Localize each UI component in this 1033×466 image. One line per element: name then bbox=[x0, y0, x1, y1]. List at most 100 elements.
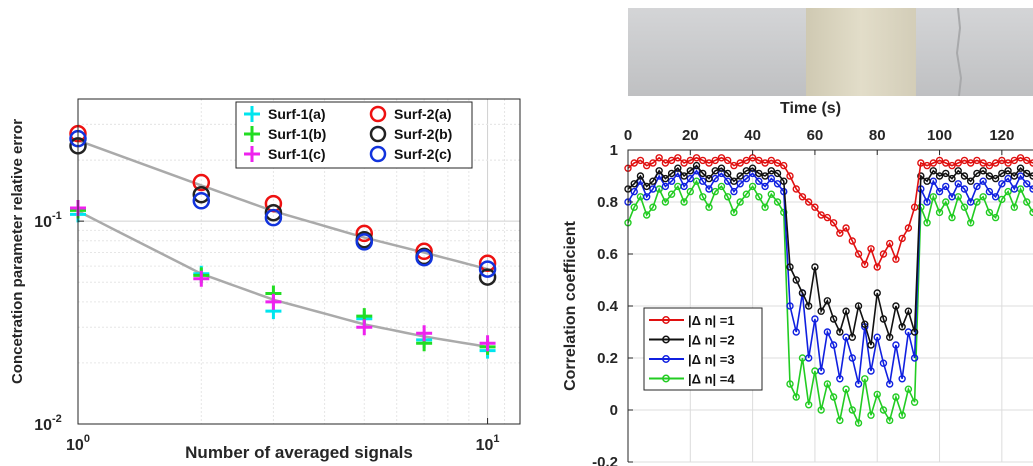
data-point bbox=[686, 167, 695, 175]
data-point bbox=[755, 169, 763, 178]
data-point bbox=[848, 406, 857, 414]
data-point bbox=[699, 156, 707, 165]
legend-marker bbox=[244, 146, 260, 162]
data-point bbox=[898, 323, 906, 331]
data-point bbox=[923, 161, 931, 170]
data-point bbox=[674, 154, 682, 162]
data-point bbox=[910, 354, 919, 362]
data-point bbox=[879, 250, 888, 258]
data-point bbox=[948, 161, 956, 170]
legend-label: Surf-1(a) bbox=[268, 106, 326, 122]
x-tick-label: 101 bbox=[476, 433, 500, 454]
data-point bbox=[636, 172, 645, 180]
data-point bbox=[923, 198, 931, 206]
y-tick-label: 10-2 bbox=[34, 413, 62, 434]
axis-ticks: 0 20 40 60 80 100 120 -0.2 0 0.2 0.4 0.6 0.8 1 bbox=[592, 127, 1014, 466]
data-point bbox=[680, 159, 688, 167]
data-point bbox=[811, 315, 819, 323]
data-point bbox=[642, 182, 651, 191]
data-point bbox=[761, 203, 769, 211]
data-point bbox=[861, 320, 869, 328]
data-point bbox=[804, 302, 813, 310]
legend-label: |Δ n| =2 bbox=[688, 333, 735, 348]
data-point bbox=[917, 172, 925, 180]
photo-sample-region bbox=[806, 8, 916, 96]
data-point bbox=[836, 375, 844, 383]
point-Surf-1(c) bbox=[193, 270, 210, 287]
data-point bbox=[649, 159, 657, 167]
legend-marker bbox=[369, 145, 387, 163]
data-point bbox=[904, 224, 913, 232]
data-point bbox=[755, 177, 763, 185]
data-point bbox=[904, 307, 913, 315]
data-point bbox=[1004, 167, 1012, 175]
point-Surf-1(c) bbox=[265, 293, 282, 310]
data-point bbox=[705, 174, 713, 183]
legend-marker bbox=[244, 106, 260, 122]
data-point bbox=[642, 161, 651, 170]
data-point bbox=[817, 367, 825, 375]
data-point bbox=[879, 359, 888, 367]
data-point bbox=[885, 333, 894, 341]
data-point bbox=[836, 328, 844, 336]
point-Surf-2(b) bbox=[192, 185, 211, 204]
data-point bbox=[642, 193, 651, 201]
data-point bbox=[985, 208, 994, 217]
data-point bbox=[699, 193, 707, 201]
data-point bbox=[892, 302, 900, 310]
data-point bbox=[979, 159, 987, 167]
data-point bbox=[861, 260, 869, 269]
y-tick-label: -0.2 bbox=[592, 454, 618, 466]
data-point bbox=[736, 180, 744, 188]
data-point bbox=[1004, 187, 1012, 196]
data-point bbox=[1004, 174, 1012, 183]
data-point bbox=[861, 375, 869, 383]
data-point bbox=[717, 164, 726, 172]
legend-label: Surf-2(a) bbox=[394, 106, 452, 122]
data-point bbox=[686, 156, 695, 165]
point-Surf-2(c) bbox=[355, 233, 374, 251]
series-lines bbox=[624, 154, 1033, 427]
data-point bbox=[892, 341, 900, 349]
data-point bbox=[960, 185, 969, 193]
point-Surf-1(c) bbox=[356, 319, 373, 336]
data-point bbox=[804, 198, 813, 206]
data-point bbox=[1023, 156, 1031, 165]
legend-label: |Δ n| =3 bbox=[688, 352, 735, 367]
data-point bbox=[873, 390, 881, 399]
data-point bbox=[935, 187, 944, 196]
data-point bbox=[998, 156, 1006, 165]
data-point bbox=[1010, 203, 1019, 211]
data-markers bbox=[69, 124, 497, 359]
data-point bbox=[991, 159, 1000, 167]
data-point bbox=[792, 276, 800, 284]
y-axis-label: Correlation coefficient bbox=[562, 220, 579, 390]
x-tick-label: 80 bbox=[869, 127, 886, 144]
data-point bbox=[854, 250, 863, 258]
data-point bbox=[966, 159, 975, 167]
y-tick-label: 0 bbox=[610, 402, 618, 419]
data-point bbox=[960, 156, 969, 165]
point-Surf-2(a) bbox=[415, 242, 433, 261]
data-point bbox=[773, 198, 782, 206]
data-point bbox=[767, 167, 776, 175]
data-point bbox=[823, 380, 832, 388]
data-point bbox=[748, 182, 757, 191]
data-point bbox=[711, 187, 719, 196]
legend: |Δ n| =1 |Δ n| =2 |Δ n| =3 |Δ n| =4 bbox=[643, 307, 763, 391]
data-point bbox=[655, 167, 663, 175]
data-point bbox=[985, 172, 994, 180]
data-point bbox=[1016, 154, 1025, 162]
data-point bbox=[655, 154, 663, 162]
data-point bbox=[854, 419, 863, 427]
data-point bbox=[661, 182, 670, 191]
data-point bbox=[867, 245, 875, 253]
legend-label: Surf-2(c) bbox=[394, 146, 452, 162]
data-point bbox=[948, 213, 956, 222]
legend-label: Surf-1(c) bbox=[268, 146, 326, 162]
data-point bbox=[649, 185, 657, 193]
data-point bbox=[736, 198, 744, 206]
data-point bbox=[717, 182, 726, 191]
data-point bbox=[823, 297, 832, 305]
data-point bbox=[929, 159, 938, 167]
